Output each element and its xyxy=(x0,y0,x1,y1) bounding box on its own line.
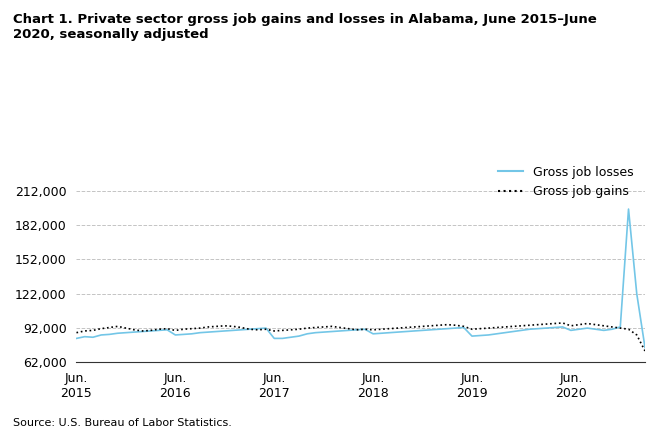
Legend: Gross job losses, Gross job gains: Gross job losses, Gross job gains xyxy=(493,161,639,203)
Text: Chart 1. Private sector gross job gains and losses in Alabama, June 2015–June
20: Chart 1. Private sector gross job gains … xyxy=(13,13,597,41)
Text: Source: U.S. Bureau of Labor Statistics.: Source: U.S. Bureau of Labor Statistics. xyxy=(13,418,232,428)
